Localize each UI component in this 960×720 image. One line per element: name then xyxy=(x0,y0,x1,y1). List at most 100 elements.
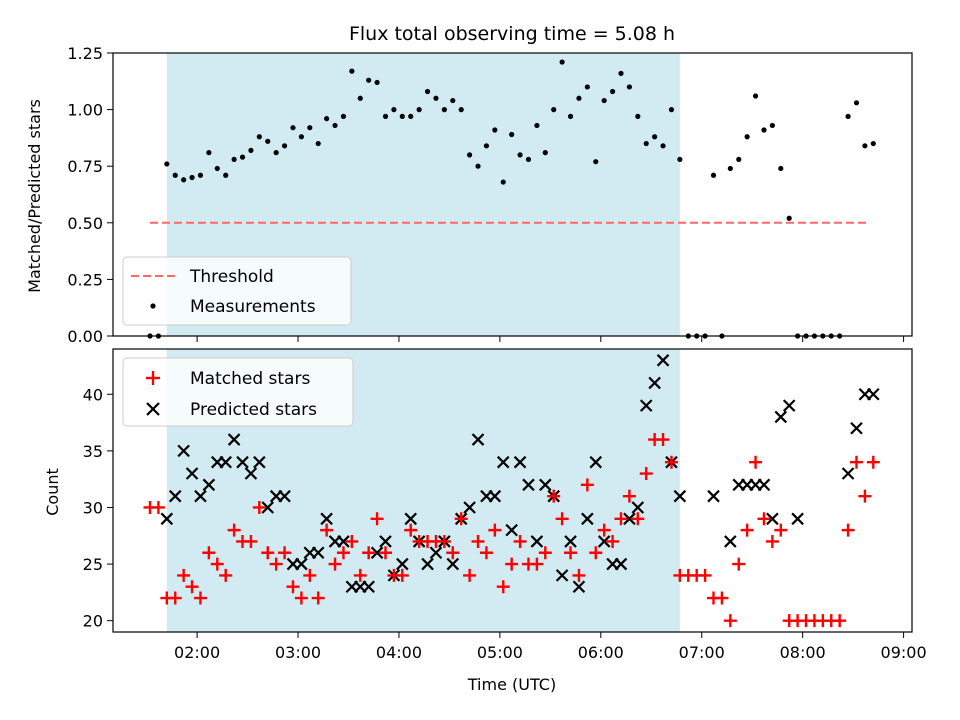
predicted-star-point xyxy=(396,557,409,571)
measurement-point xyxy=(181,177,187,183)
matched-star-point xyxy=(698,568,712,582)
legend-matched-swatch xyxy=(146,371,160,385)
measurement-point xyxy=(281,143,288,149)
measurement-point xyxy=(349,68,355,74)
measurement-point xyxy=(298,134,304,140)
y-axis-ticks: 20 25 30 35 40 xyxy=(83,385,113,631)
predicted-star-point xyxy=(168,489,182,503)
measurement-point xyxy=(677,156,683,163)
predicted-star-point xyxy=(631,501,645,514)
y-tick-label: 0.75 xyxy=(67,157,103,176)
matched-star-point xyxy=(547,489,561,503)
predicted-star-point xyxy=(597,535,611,548)
measurement-point xyxy=(567,113,574,119)
matched-star-point xyxy=(345,534,359,548)
matched-star-point xyxy=(463,568,477,582)
predicted-star-point xyxy=(782,399,796,412)
matched-star-point xyxy=(496,580,510,594)
predicted-star-point xyxy=(404,512,418,526)
measurement-point xyxy=(416,107,422,113)
matched-star-point xyxy=(622,489,636,503)
measurement-point xyxy=(853,100,860,106)
measurement-point xyxy=(710,172,717,178)
predicted-star-point xyxy=(757,478,771,492)
matched-star-point xyxy=(833,614,847,628)
predicted-star-point xyxy=(488,489,502,503)
legend-threshold-label: Threshold xyxy=(189,267,274,287)
matched-star-point xyxy=(774,523,788,537)
matched-star-point xyxy=(185,580,199,594)
measurement-point xyxy=(786,215,792,221)
predicted-star-point xyxy=(623,512,636,526)
legend-predicted-label: Predicted stars xyxy=(190,400,317,420)
measurement-point xyxy=(307,125,313,131)
matched-star-point xyxy=(849,455,863,469)
measurement-point xyxy=(273,150,279,156)
measurement-point xyxy=(845,113,851,119)
measurement-point xyxy=(231,156,237,163)
measurement-point xyxy=(559,59,565,65)
measurement-point xyxy=(618,70,624,76)
measurement-point xyxy=(408,113,414,119)
measurement-point xyxy=(584,84,590,90)
predicted-star-point xyxy=(867,388,880,401)
legend-predicted-swatch xyxy=(146,402,160,416)
chart-title: Flux total observing time = 5.08 h xyxy=(349,23,675,45)
matched-star-point xyxy=(858,489,872,503)
matched-star-point xyxy=(639,467,653,481)
matched-star-point xyxy=(252,500,266,514)
measurement-point xyxy=(862,143,868,149)
matched-star-point xyxy=(841,523,855,537)
matched-star-point xyxy=(261,546,275,560)
measurement-point xyxy=(223,172,229,178)
measurement-point xyxy=(534,122,540,129)
matched-star-point xyxy=(286,580,300,594)
predicted-star-point xyxy=(766,512,779,526)
predicted-star-point xyxy=(648,376,661,390)
matched-star-point xyxy=(723,614,737,628)
matched-star-point xyxy=(379,546,393,560)
predicted-star-point xyxy=(471,433,485,446)
measurement-point xyxy=(450,97,456,104)
measurement-point xyxy=(525,156,532,163)
y-tick-label: 20 xyxy=(83,612,103,631)
predicted-star-point xyxy=(236,455,249,469)
axes-frame xyxy=(112,52,913,337)
matched-star-point xyxy=(219,568,233,582)
predicted-star-point xyxy=(278,489,291,503)
matched-star-point xyxy=(614,512,628,526)
matched-star-point xyxy=(353,568,367,582)
matched-star-point xyxy=(564,546,578,560)
predicted-star-point xyxy=(202,478,216,492)
matched-star-point xyxy=(370,512,384,526)
measurement-point xyxy=(769,122,775,129)
matched-star-point xyxy=(202,546,216,560)
measurement-point xyxy=(172,172,178,178)
matched-star-point xyxy=(740,523,754,537)
legend-measurements-label: Measurements xyxy=(190,297,316,317)
predicted-star-point xyxy=(337,535,350,548)
y-tick-label: 35 xyxy=(83,442,103,461)
predicted-star-point xyxy=(539,478,552,492)
matched-star-point xyxy=(757,512,771,526)
measurement-point xyxy=(635,113,641,119)
y-axis-label: Count xyxy=(43,468,62,516)
measurement-point xyxy=(626,84,633,90)
x-tick-label: 02:00 xyxy=(174,643,220,662)
measurement-point xyxy=(374,79,380,86)
measurement-point xyxy=(399,113,405,119)
predicted-star-point xyxy=(673,489,687,503)
measurement-point xyxy=(467,152,473,158)
matched-star-point xyxy=(513,534,527,548)
measurement-point xyxy=(509,131,515,138)
predicted-star-point xyxy=(421,557,434,571)
ratio-panel: Flux total observing time = 5.08 h 0.000… xyxy=(25,23,913,346)
matched-star-point xyxy=(505,557,519,571)
matched-star-point xyxy=(336,546,350,560)
matched-star-point xyxy=(446,546,460,560)
measurement-point xyxy=(366,77,372,83)
predicted-star-point xyxy=(522,478,535,492)
matched-star-point xyxy=(151,500,165,514)
matched-star-point xyxy=(866,455,880,469)
